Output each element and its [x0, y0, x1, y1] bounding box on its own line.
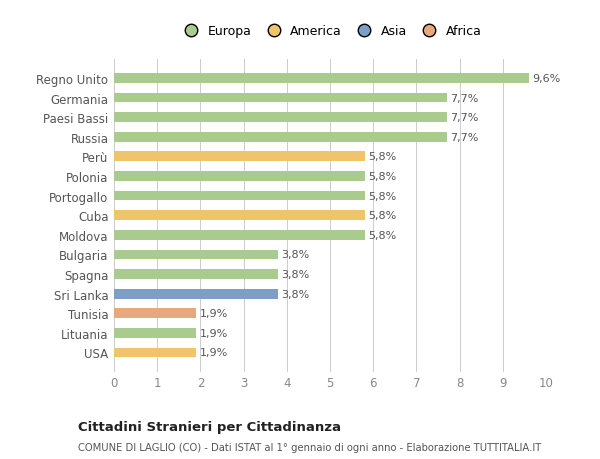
Bar: [114, 348, 196, 358]
Bar: [114, 152, 365, 162]
Bar: [114, 269, 278, 280]
Bar: [114, 289, 278, 299]
Text: COMUNE DI LAGLIO (CO) - Dati ISTAT al 1° gennaio di ogni anno - Elaborazione TUT: COMUNE DI LAGLIO (CO) - Dati ISTAT al 1°…: [78, 442, 541, 452]
Text: 1,9%: 1,9%: [200, 348, 228, 358]
Bar: [114, 94, 446, 103]
Bar: [114, 172, 365, 181]
Text: 3,8%: 3,8%: [281, 250, 310, 260]
Text: 5,8%: 5,8%: [368, 152, 396, 162]
Text: 7,7%: 7,7%: [450, 113, 478, 123]
Text: Cittadini Stranieri per Cittadinanza: Cittadini Stranieri per Cittadinanza: [78, 420, 341, 433]
Bar: [114, 133, 446, 142]
Bar: [114, 328, 196, 338]
Bar: [114, 309, 196, 319]
Text: 3,8%: 3,8%: [281, 289, 310, 299]
Bar: [114, 113, 446, 123]
Bar: [114, 191, 365, 201]
Text: 3,8%: 3,8%: [281, 269, 310, 280]
Text: 1,9%: 1,9%: [200, 328, 228, 338]
Bar: [114, 230, 365, 240]
Text: 1,9%: 1,9%: [200, 308, 228, 319]
Text: 5,8%: 5,8%: [368, 172, 396, 182]
Bar: [114, 211, 365, 221]
Text: 7,7%: 7,7%: [450, 93, 478, 103]
Text: 9,6%: 9,6%: [532, 74, 560, 84]
Bar: [114, 250, 278, 260]
Text: 7,7%: 7,7%: [450, 133, 478, 142]
Legend: Europa, America, Asia, Africa: Europa, America, Asia, Africa: [179, 25, 481, 38]
Text: 5,8%: 5,8%: [368, 191, 396, 201]
Bar: [114, 74, 529, 84]
Text: 5,8%: 5,8%: [368, 230, 396, 241]
Text: 5,8%: 5,8%: [368, 211, 396, 221]
